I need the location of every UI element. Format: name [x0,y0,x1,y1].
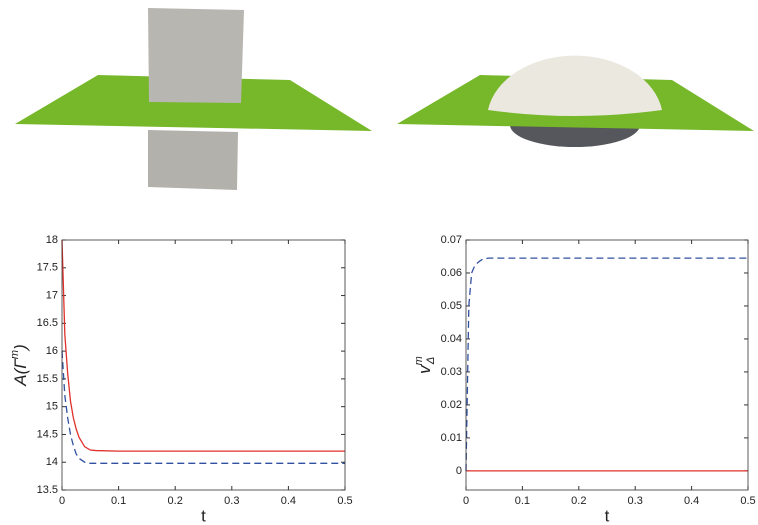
x-axis-label: t [605,506,610,525]
y-axis-label-sup: m [9,350,21,359]
y-tick-label: 0.03 [441,366,462,378]
x-tick-label: 0.1 [111,495,126,507]
x-tick-label: 0.2 [571,495,586,507]
y-tick-label: 0.02 [441,399,462,411]
y-tick-label: 17.5 [37,262,58,274]
render-right [397,55,754,147]
y-tick-label: 0.01 [441,432,462,444]
x-tick-label: 0.5 [337,495,352,507]
y-axis-label-sup: m [413,356,425,365]
x-axis-label: t [201,506,206,525]
y-tick-label: 15 [46,401,58,413]
y-axis-label-base: v [415,364,434,374]
axes-box [465,239,749,491]
y-tick-label: 0.04 [441,333,462,345]
x-tick-label: 0.3 [628,495,643,507]
x-tick-label: 0.3 [224,495,239,507]
slab-lower [148,130,238,190]
plane [15,75,372,131]
x-tick-label: 0.1 [515,495,530,507]
y-tick-label: 17 [46,289,58,301]
x-tick-label: 0.4 [281,495,296,507]
y-axis-label: vmΔ [413,356,437,374]
series-line [465,257,748,471]
y-tick-label: 0.07 [441,234,462,246]
dome-upper [488,55,662,116]
slab-upper [148,8,244,103]
y-tick-label: 14.5 [37,428,58,440]
y-tick-label: 16 [46,345,58,357]
y-tick-label: 15.5 [37,373,58,385]
y-tick-label: 18 [46,234,58,246]
render-left [15,8,372,190]
x-tick-label: 0.2 [168,495,183,507]
axes-box [61,239,346,491]
x-tick-label: 0.5 [740,495,755,507]
dome-lower [510,125,640,147]
x-tick-label: 0 [463,495,469,507]
y-tick-label: 0.06 [441,267,462,279]
series-line [61,351,345,464]
y-tick-label: 0.05 [441,300,462,312]
y-axis-label-tail: ) [11,344,30,352]
series-line [61,239,345,452]
y-tick-label: 13.5 [37,484,58,496]
y-axis-label-sub: Δ [425,357,437,365]
y-tick-label: 16.5 [37,317,58,329]
y-tick-label: 0 [456,465,462,477]
x-tick-label: 0.4 [684,495,699,507]
y-axis-label-base: A(Γ [11,358,30,387]
y-axis-label: A(Γm) [9,344,31,387]
y-tick-label: 14 [46,456,58,468]
x-tick-label: 0 [59,495,65,507]
